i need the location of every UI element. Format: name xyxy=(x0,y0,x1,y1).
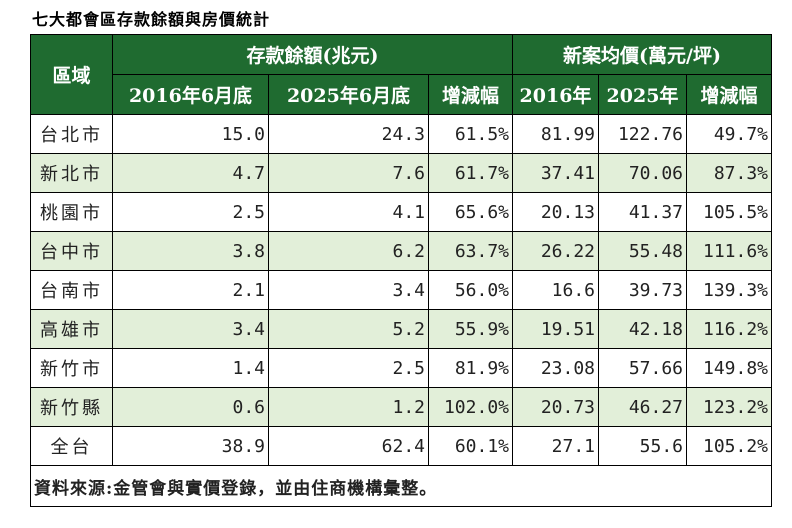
value-cell: 20.73 xyxy=(512,387,599,427)
value-cell: 63.7% xyxy=(428,231,513,271)
column-header: 2025年 xyxy=(598,74,687,115)
value-cell: 24.3 xyxy=(268,114,429,154)
value-cell: 81.9% xyxy=(428,348,513,388)
group-header: 新案均價(萬元/坪) xyxy=(511,34,773,75)
value-cell: 41.37 xyxy=(598,192,687,232)
value-cell: 49.7% xyxy=(685,114,773,154)
table-row: 高雄市 3.4 5.2 55.9% 19.51 42.18 116.2% xyxy=(30,309,773,349)
value-cell: 3.4 xyxy=(112,309,269,349)
value-cell: 57.66 xyxy=(598,348,687,388)
value-cell: 38.9 xyxy=(112,426,269,466)
region-cell: 新竹縣 xyxy=(30,387,113,427)
value-cell: 61.5% xyxy=(428,114,513,154)
table-row: 全台 38.9 62.4 60.1% 27.1 55.6 105.2% xyxy=(30,426,773,466)
value-cell: 6.2 xyxy=(268,231,429,271)
column-header: 增減幅 xyxy=(685,74,773,115)
value-cell: 15.0 xyxy=(112,114,269,154)
value-cell: 81.99 xyxy=(512,114,599,154)
value-cell: 122.76 xyxy=(598,114,687,154)
value-cell: 4.7 xyxy=(112,153,269,193)
table-row: 新竹縣 0.6 1.2 102.0% 20.73 46.27 123.2% xyxy=(30,387,773,427)
region-cell: 台北市 xyxy=(30,114,113,154)
region-header: 區域 xyxy=(30,34,113,115)
column-header: 2016年 xyxy=(512,74,599,115)
value-cell: 87.3% xyxy=(685,153,773,193)
value-cell: 27.1 xyxy=(512,426,599,466)
value-cell: 55.9% xyxy=(428,309,513,349)
group-header: 存款餘額(兆元) xyxy=(112,34,513,75)
value-cell: 56.0% xyxy=(428,270,513,310)
column-header-row: 2016年6月底 2025年6月底 增減幅 2016年 2025年 增減幅 xyxy=(31,74,773,115)
table-row: 新北市 4.7 7.6 61.7% 37.41 70.06 87.3% xyxy=(30,153,773,193)
region-cell: 高雄市 xyxy=(30,309,113,349)
table-row: 台中市 3.8 6.2 63.7% 26.22 55.48 111.6% xyxy=(30,231,773,271)
value-cell: 16.6 xyxy=(512,270,599,310)
region-cell: 台南市 xyxy=(30,270,113,310)
value-cell: 7.6 xyxy=(268,153,429,193)
value-cell: 39.73 xyxy=(598,270,687,310)
value-cell: 3.8 xyxy=(112,231,269,271)
value-cell: 55.48 xyxy=(598,231,687,271)
value-cell: 62.4 xyxy=(268,426,429,466)
value-cell: 61.7% xyxy=(428,153,513,193)
value-cell: 123.2% xyxy=(685,387,773,427)
value-cell: 2.5 xyxy=(112,192,269,232)
table-row: 新竹市 1.4 2.5 81.9% 23.08 57.66 149.8% xyxy=(30,348,773,388)
value-cell: 26.22 xyxy=(512,231,599,271)
column-header: 增減幅 xyxy=(428,74,513,115)
value-cell: 102.0% xyxy=(428,387,513,427)
region-cell: 台中市 xyxy=(30,231,113,271)
value-cell: 37.41 xyxy=(512,153,599,193)
value-cell: 149.8% xyxy=(685,348,773,388)
column-header: 2025年6月底 xyxy=(268,74,429,115)
value-cell: 20.13 xyxy=(512,192,599,232)
value-cell: 105.5% xyxy=(685,192,773,232)
value-cell: 23.08 xyxy=(512,348,599,388)
data-table: 區域 存款餘額(兆元) 新案均價(萬元/坪) 2016年6月底 2025年6月底增… xyxy=(29,34,773,507)
value-cell: 55.6 xyxy=(598,426,687,466)
title: 七大都會區存款餘額與房價統計 xyxy=(32,10,271,29)
value-cell: 4.1 xyxy=(268,192,429,232)
value-cell: 42.18 xyxy=(598,309,687,349)
source-row: 資料來源:金管會與實價登錄，並由住商機構彙整。 xyxy=(29,465,773,507)
source: 資料來源:金管會與實價登錄，並由住商機構彙整。 xyxy=(29,465,773,507)
value-cell: 2.5 xyxy=(268,348,429,388)
value-cell: 3.4 xyxy=(268,270,429,310)
value-cell: 70.06 xyxy=(598,153,687,193)
value-cell: 0.6 xyxy=(112,387,269,427)
region-cell: 全台 xyxy=(30,426,113,466)
table-row: 台南市 2.1 3.4 56.0% 16.6 39.73 139.3% xyxy=(30,270,773,310)
value-cell: 139.3% xyxy=(685,270,773,310)
value-cell: 116.2% xyxy=(685,309,773,349)
region-cell: 新北市 xyxy=(30,153,113,193)
region-cell: 新竹市 xyxy=(30,348,113,388)
value-cell: 19.51 xyxy=(512,309,599,349)
value-cell: 5.2 xyxy=(268,309,429,349)
value-cell: 1.4 xyxy=(112,348,269,388)
value-cell: 60.1% xyxy=(428,426,513,466)
value-cell: 46.27 xyxy=(598,387,687,427)
region-cell: 桃園市 xyxy=(30,192,113,232)
table-body: 台北市 15.0 24.3 61.5% 81.99 122.76 49.7% 新北市 4.7 7.… xyxy=(30,114,773,466)
value-cell: 65.6% xyxy=(428,192,513,232)
value-cell: 2.1 xyxy=(112,270,269,310)
value-cell: 111.6% xyxy=(685,231,773,271)
table-row: 桃園市 2.5 4.1 65.6% 20.13 41.37 105.5% xyxy=(30,192,773,232)
value-cell: 105.2% xyxy=(685,426,773,466)
value-cell: 1.2 xyxy=(268,387,429,427)
column-header: 2016年6月底 xyxy=(112,74,269,115)
table-row: 台北市 15.0 24.3 61.5% 81.99 122.76 49.7% xyxy=(30,114,773,154)
group-header-row: 區域 存款餘額(兆元) 新案均價(萬元/坪) xyxy=(30,34,773,115)
